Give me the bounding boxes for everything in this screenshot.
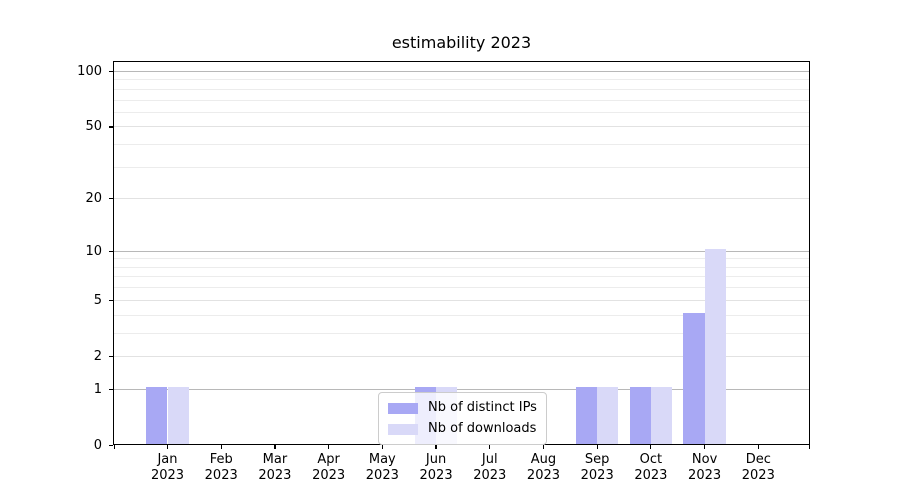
x-tick-may (381, 444, 383, 449)
y-tick-label-2: 2 (93, 348, 102, 364)
gridline-minor (114, 266, 809, 268)
y-tick-50 (108, 126, 113, 128)
legend-label-distinct-ips: Nb of distinct IPs (428, 400, 537, 415)
chart-title: estimability 2023 (391, 33, 532, 52)
gridline (114, 355, 809, 357)
gridline-major (114, 388, 809, 390)
x-tick-sep (596, 444, 598, 449)
gridline (114, 299, 809, 301)
gridline-minor (114, 166, 809, 168)
y-tick-1 (108, 388, 113, 390)
bar-downloads-jan (167, 386, 189, 444)
gridline-minor (114, 332, 809, 334)
x-tick-jan (166, 444, 169, 449)
x-tick-apr (328, 444, 330, 449)
legend-item-downloads: Nb of downloads (388, 421, 537, 437)
gridline-minor (114, 144, 809, 146)
legend-item-distinct-ips: Nb of distinct IPs (388, 400, 537, 416)
x-tick-label-aug: Aug 2023 (526, 452, 561, 483)
y-tick-label-0: 0 (93, 438, 102, 453)
gridline-minor (114, 258, 809, 260)
x-tick-aug (542, 444, 545, 449)
y-tick-2 (108, 355, 113, 358)
y-tick-label-100: 100 (77, 63, 102, 79)
x-tick-label-jun: Jun 2023 (419, 452, 453, 483)
legend-label-downloads: Nb of downloads (428, 421, 537, 436)
plot-area: Nb of distinct IPs Nb of downloads Jan 2… (77, 61, 810, 483)
gridline-major (114, 70, 809, 72)
bar-distinct-ips-nov (683, 312, 705, 444)
x-tick-label-jul: Jul 2023 (473, 452, 507, 483)
bar-downloads-oct (650, 386, 673, 444)
gridline-minor (114, 79, 809, 81)
gridline-minor (114, 88, 809, 90)
x-tick-label-apr: Apr 2023 (312, 452, 346, 483)
y-tick-5 (108, 299, 113, 301)
bar-distinct-ips-oct (629, 386, 651, 444)
gridline-minor (114, 314, 809, 316)
x-tick-jun (435, 444, 437, 449)
gridline-minor (114, 287, 809, 289)
gridline (114, 198, 809, 200)
gridline-minor (114, 99, 809, 101)
x-tick-dec (757, 444, 759, 449)
x-tick-label-jan: Jan 2023 (150, 452, 185, 483)
x-axis-edge-tick (808, 444, 810, 449)
bar-distinct-ips-sep (575, 386, 598, 444)
y-tick-10 (108, 250, 113, 252)
x-tick-label-may: May 2023 (365, 452, 399, 483)
x-tick-label-oct: Oct 2023 (634, 452, 668, 483)
x-tick-feb (220, 444, 222, 449)
x-tick-mar (274, 444, 276, 449)
y-tick-20 (108, 198, 113, 200)
x-tick-label-dec: Dec 2023 (741, 452, 775, 483)
legend: Nb of distinct IPs Nb of downloads (378, 392, 547, 445)
legend-swatch-distinct-ips (388, 402, 418, 414)
gridline-minor (114, 276, 809, 278)
legend-swatch-downloads (388, 423, 418, 435)
x-axis-edge-tick (114, 444, 116, 449)
gridline-major (114, 250, 809, 252)
y-tick-label-5: 5 (93, 292, 102, 308)
y-tick-label-50: 50 (85, 119, 102, 135)
x-tick-jul (489, 444, 491, 449)
x-tick-nov (704, 444, 706, 449)
y-tick-label-1: 1 (93, 381, 102, 397)
y-tick-label-20: 20 (85, 191, 102, 207)
x-tick-label-nov: Nov 2023 (688, 452, 722, 483)
bar-downloads-nov (704, 248, 726, 444)
x-tick-label-sep: Sep 2023 (580, 452, 614, 483)
x-tick-label-feb: Feb 2023 (204, 452, 238, 483)
gridline (114, 126, 809, 128)
x-tick-label-mar: Mar 2023 (258, 452, 292, 483)
bar-downloads-sep (597, 386, 619, 444)
y-tick-label-10: 10 (85, 243, 102, 259)
y-tick-0 (108, 445, 113, 447)
y-tick-100 (108, 70, 113, 73)
bar-distinct-ips-jan (146, 386, 168, 444)
gridline-minor (114, 111, 809, 113)
x-tick-oct (650, 444, 652, 449)
